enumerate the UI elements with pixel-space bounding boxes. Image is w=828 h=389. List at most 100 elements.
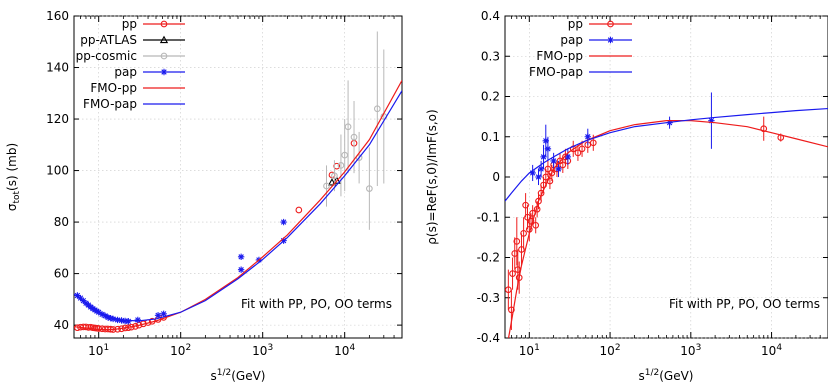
data-point bbox=[237, 253, 245, 261]
data-point bbox=[578, 145, 586, 153]
legend-label: pp-cosmic bbox=[76, 49, 137, 63]
y-tick-label: 40 bbox=[54, 318, 69, 332]
data-point bbox=[366, 185, 373, 192]
right-chart: -0.4 -0.3 -0.2 -0.1 0 0.1 0.2 0.3 0.4 101 102 103 10… bbox=[425, 9, 828, 383]
data-point bbox=[544, 145, 552, 153]
y-tick-label: 120 bbox=[46, 112, 69, 126]
legend-marker bbox=[160, 52, 168, 60]
data-point bbox=[522, 201, 529, 209]
legend-label: pap bbox=[114, 65, 137, 79]
right-y-axis-label: ρ(s)=ReF(s,0)/ImF(s,o) bbox=[425, 109, 439, 244]
y-tick-label: 80 bbox=[54, 215, 69, 229]
y-tick-label: -0.1 bbox=[477, 210, 500, 224]
x-tick-label: 101 bbox=[88, 343, 109, 358]
right-annotation: Fit with PP, PO, OO terms bbox=[669, 297, 820, 311]
data-point bbox=[529, 169, 536, 177]
y-tick-label: 160 bbox=[46, 9, 69, 23]
left-chart: 40 60 80 100 120 140 160 101 102 103 104 pp pp-ATLA… bbox=[5, 9, 403, 383]
right-x-label-sup: 1/2 bbox=[645, 368, 659, 378]
y-tick-label: -0.2 bbox=[477, 251, 500, 265]
data-point bbox=[564, 153, 572, 161]
left-y-label-sub: tot bbox=[12, 191, 22, 204]
data-point bbox=[520, 230, 527, 237]
data-point bbox=[160, 310, 167, 317]
y-tick-label: -0.4 bbox=[477, 331, 500, 345]
left-y-label-main: σ bbox=[5, 203, 19, 211]
legend-item: pp bbox=[568, 17, 632, 31]
left-x-label-tail: (GeV) bbox=[231, 369, 265, 383]
left-legend: pp pp-ATLAS pp-cosmic pap FMO-pp FMO-pap bbox=[76, 17, 185, 111]
data-point bbox=[280, 218, 287, 226]
data-point bbox=[82, 323, 90, 331]
data-point bbox=[760, 125, 768, 133]
data-point bbox=[344, 123, 352, 131]
x-tick-label: 104 bbox=[761, 343, 782, 358]
left-y-label-tail: (s) (mb) bbox=[5, 143, 19, 191]
x-tick-label: 102 bbox=[170, 343, 191, 358]
data-point bbox=[295, 206, 303, 214]
legend-label: pp bbox=[122, 17, 137, 31]
legend-label: FMO-pp bbox=[90, 81, 137, 95]
data-point bbox=[542, 173, 550, 181]
data-point bbox=[524, 213, 531, 221]
left-x-label-sup: 1/2 bbox=[217, 368, 231, 378]
legend-label: FMO-pap bbox=[529, 65, 583, 79]
left-x-label-base: s bbox=[210, 369, 216, 383]
data-point bbox=[537, 165, 545, 173]
right-legend: pp pap FMO-pp FMO-pap bbox=[529, 17, 632, 79]
data-point bbox=[532, 221, 540, 229]
data-point bbox=[584, 133, 591, 140]
y-tick-label: 0.2 bbox=[481, 90, 500, 104]
data-point bbox=[154, 312, 162, 319]
data-point bbox=[237, 266, 245, 273]
legend-item: FMO-pp bbox=[536, 49, 632, 63]
data-point bbox=[109, 315, 117, 323]
data-point bbox=[101, 312, 109, 320]
data-point bbox=[350, 133, 358, 141]
legend-label: FMO-pp bbox=[536, 49, 583, 63]
right-x-label-tail: (GeV) bbox=[659, 369, 693, 383]
y-tick-label: -0.3 bbox=[477, 291, 500, 305]
fit-curve bbox=[505, 107, 828, 202]
data-point bbox=[508, 306, 515, 314]
series-pp-atlas bbox=[327, 176, 341, 186]
data-point bbox=[77, 294, 84, 302]
data-point bbox=[341, 151, 349, 159]
data-point bbox=[544, 165, 552, 173]
fit-curve bbox=[74, 80, 402, 331]
legend-item: pp-ATLAS bbox=[80, 33, 185, 47]
legend-item: pap bbox=[560, 33, 632, 47]
y-tick-label: 100 bbox=[46, 164, 69, 178]
data-point bbox=[509, 270, 516, 277]
y-tick-label: 60 bbox=[54, 267, 69, 281]
data-point bbox=[518, 246, 525, 253]
legend-item: FMO-pap bbox=[83, 97, 185, 111]
right-x-label-base: s bbox=[638, 369, 644, 383]
data-point bbox=[540, 153, 547, 161]
left-ticks: 40 60 80 100 120 140 160 101 102 103 104 bbox=[46, 9, 403, 358]
data-point bbox=[107, 314, 114, 322]
data-point bbox=[355, 154, 363, 162]
legend-item: FMO-pap bbox=[529, 65, 632, 79]
data-point bbox=[74, 292, 81, 299]
y-tick-label: 0.1 bbox=[481, 130, 500, 144]
legend-label: FMO-pap bbox=[83, 97, 137, 111]
x-tick-label: 104 bbox=[334, 343, 355, 358]
x-tick-label: 103 bbox=[252, 343, 273, 358]
legend-label: pp bbox=[568, 17, 583, 31]
data-point bbox=[333, 162, 341, 170]
x-tick-label: 103 bbox=[680, 343, 701, 358]
right-x-axis-label: s1/2(GeV) bbox=[638, 368, 693, 383]
right-plot-area bbox=[505, 92, 828, 338]
data-point bbox=[527, 217, 535, 225]
series-fmo-pp bbox=[74, 80, 402, 331]
right-ticks: -0.4 -0.3 -0.2 -0.1 0 0.1 0.2 0.3 0.4 101 102 103 10… bbox=[477, 9, 828, 358]
y-tick-label: 0 bbox=[492, 170, 500, 184]
data-point bbox=[95, 325, 103, 332]
legend-marker bbox=[160, 68, 168, 76]
legend-marker bbox=[607, 20, 614, 28]
fit-curve bbox=[74, 90, 402, 322]
data-point bbox=[134, 316, 142, 324]
data-point bbox=[104, 314, 112, 321]
legend-marker bbox=[159, 35, 169, 44]
